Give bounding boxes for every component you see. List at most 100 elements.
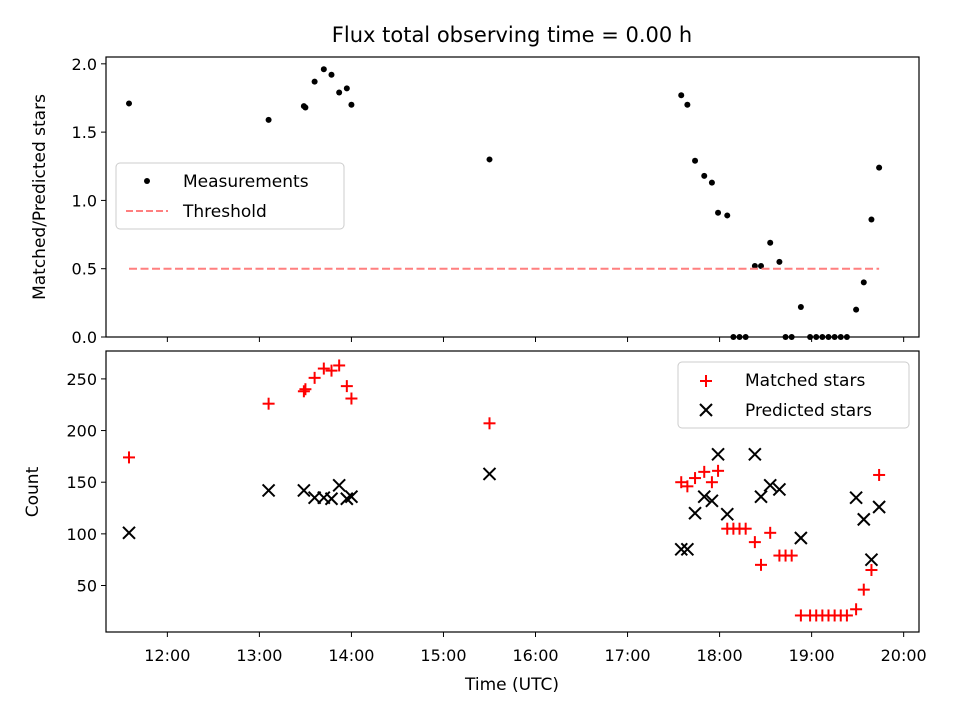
ratio-legend-frame — [115, 162, 345, 230]
matched-stars-point — [785, 549, 798, 562]
matched-stars-point — [262, 397, 275, 410]
y-tick-label: 100 — [66, 525, 97, 544]
measurement-point — [486, 156, 493, 163]
measurement-point — [343, 85, 350, 92]
measurement-point — [860, 279, 867, 286]
figure-title: Flux total observing time = 0.00 h — [332, 23, 692, 47]
ratio-legend: Measurements Threshold — [115, 162, 345, 230]
ratio-y-ticks: 0.0 0.5 1.0 1.5 2.0 — [72, 55, 106, 347]
measurement-point — [336, 89, 343, 96]
y-tick-label: 250 — [66, 370, 97, 389]
matched-stars-point — [345, 392, 358, 405]
measurement-point — [708, 179, 715, 186]
predicted-stars-point — [122, 526, 136, 540]
predicted-stars-point — [763, 478, 777, 493]
matched-stars-point — [857, 583, 870, 596]
matched-stars-point — [764, 526, 777, 539]
x-tick-label: 14:00 — [328, 646, 374, 665]
count-y-axis-label: Count — [23, 466, 43, 517]
measurement-point — [767, 239, 774, 246]
y-tick-label: 0.5 — [72, 260, 97, 279]
predicted-stars-point — [720, 507, 734, 521]
predicted-stars-point — [297, 483, 311, 498]
measurement-point — [265, 116, 272, 123]
predicted-stars-point — [772, 482, 787, 497]
predicted-stars-point — [324, 492, 339, 506]
predicted-stars-point — [849, 490, 863, 505]
predicted-stars-point — [674, 542, 688, 557]
count-axes: 50 100 150 200 250 12:00 13:00 14:00 15:00 16:00… — [23, 350, 927, 695]
predicted-stars-point — [754, 489, 768, 504]
matched-stars-point — [873, 468, 886, 481]
measurement-point — [758, 262, 765, 269]
measurement-point — [724, 212, 731, 219]
matched-stars-point — [850, 603, 863, 616]
matched-stars-point — [333, 359, 346, 372]
matched-stars-point — [340, 380, 353, 393]
count-y-ticks: 50 100 150 200 250 — [66, 370, 106, 596]
measurement-point — [868, 216, 875, 223]
predicted-stars-point — [872, 500, 886, 514]
matched-stars-point — [755, 558, 768, 571]
count-axes-frame — [105, 350, 920, 633]
legend-marker-measurements — [144, 178, 150, 184]
measurement-point — [311, 78, 318, 85]
legend-marker-matched — [700, 375, 712, 387]
count-legend: Matched stars Predicted stars — [677, 361, 910, 429]
matched-stars-point — [325, 364, 338, 377]
legend-label-matched: Matched stars — [745, 371, 865, 391]
matched-stars-point — [748, 536, 761, 549]
measurement-point — [678, 92, 685, 99]
measurement-point — [302, 104, 309, 111]
ratio-y-axis-label: Matched/Predicted stars — [30, 94, 50, 300]
y-tick-label: 50 — [77, 577, 97, 596]
predicted-stars-point — [261, 483, 276, 498]
matched-stars-point — [739, 522, 752, 535]
measurement-point — [126, 100, 133, 107]
y-tick-label: 0.0 — [72, 328, 97, 347]
measurement-point — [701, 172, 708, 179]
measurement-point — [876, 164, 883, 171]
count-legend-frame — [677, 361, 910, 429]
matched-stars-point — [689, 472, 702, 485]
x-tick-label: 15:00 — [420, 646, 466, 665]
measurement-point — [348, 101, 355, 108]
matched-stars-point — [123, 451, 136, 464]
y-tick-label: 2.0 — [72, 55, 97, 74]
x-tick-label: 19:00 — [789, 646, 835, 665]
predicted-stars-point — [688, 506, 702, 520]
measurement-point — [853, 306, 860, 313]
predicted-stars-point — [794, 531, 808, 545]
measurement-point — [715, 209, 722, 216]
x-tick-label: 17:00 — [604, 646, 650, 665]
ratio-axes-frame — [105, 56, 920, 338]
matched-stars-point — [712, 464, 725, 477]
measurement-point — [751, 262, 758, 269]
measurement-point — [797, 303, 804, 310]
matched-stars-point — [705, 476, 718, 489]
predicted-stars-point — [332, 478, 346, 493]
x-tick-label: 13:00 — [236, 646, 282, 665]
legend-label-predicted: Predicted stars — [745, 401, 872, 421]
x-axis-label: Time (UTC) — [464, 675, 559, 695]
legend-label-measurements: Measurements — [183, 172, 309, 192]
y-tick-label: 200 — [66, 422, 97, 441]
predicted-stars-point — [344, 489, 359, 504]
legend-label-threshold: Threshold — [182, 202, 267, 222]
y-tick-label: 1.0 — [72, 191, 97, 210]
predicted-stars-point — [705, 494, 719, 508]
matched-stars-point — [308, 371, 321, 384]
ratio-marks — [126, 66, 883, 340]
measurement-point — [684, 101, 691, 108]
predicted-stars-point — [340, 492, 354, 506]
predicted-stars-point — [711, 447, 725, 462]
matched-stars-point — [698, 465, 711, 478]
predicted-stars-point — [864, 552, 879, 567]
matched-stars-point — [865, 564, 878, 577]
predicted-stars-point — [697, 489, 711, 504]
ratio-x-ticks — [166, 337, 905, 342]
y-tick-label: 150 — [66, 473, 97, 492]
matched-stars-point — [681, 480, 694, 493]
measurement-point — [692, 157, 699, 164]
y-tick-label: 1.5 — [72, 123, 97, 142]
